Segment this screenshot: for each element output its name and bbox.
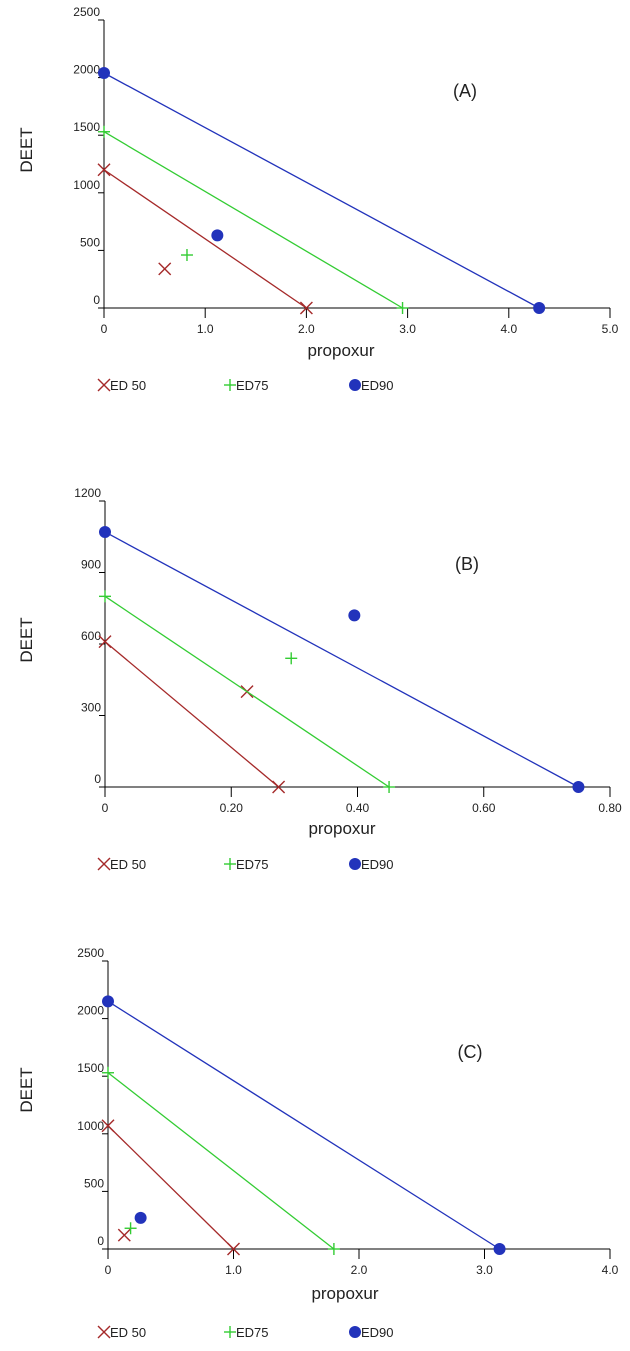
y-axis-label: DEET — [17, 617, 36, 662]
legend-label: ED 50 — [110, 857, 146, 872]
isobole-line — [104, 595, 390, 788]
x-tick-label: 0.60 — [472, 801, 496, 815]
data-point — [211, 229, 224, 242]
data-point — [97, 163, 111, 177]
data-point — [272, 780, 286, 794]
data-point — [117, 1228, 131, 1242]
data-point — [383, 781, 396, 793]
y-tick-label: 2500 — [73, 5, 100, 19]
y-tick-label: 1200 — [74, 486, 101, 500]
y-tick-label: 1000 — [77, 1119, 104, 1133]
x-tick-label: 1.0 — [197, 322, 214, 336]
legend-label: ED90 — [361, 378, 394, 393]
legend-marker — [349, 1326, 361, 1338]
isobole-line — [107, 1000, 500, 1250]
data-point — [134, 1211, 147, 1224]
isobole-line — [103, 131, 403, 309]
x-tick-label: 1.0 — [225, 1263, 242, 1277]
data-point — [101, 1119, 115, 1133]
chart-panel-c: 0 1.0 2.0 3.0 4.0 0 500 1000 1500 2000 2500 propoxu… — [17, 946, 619, 1340]
chart-panel-a: 0 1.0 2.0 3.0 4.0 5.0 0 500 1000 1500 2000 2500 prop… — [17, 5, 619, 393]
y-tick-label: 2000 — [73, 63, 100, 77]
y-axis-label: DEET — [17, 127, 36, 172]
data-point — [348, 609, 361, 622]
legend-marker — [97, 1325, 111, 1339]
y-tick-label: 600 — [81, 629, 101, 643]
data-point — [396, 302, 409, 314]
data-point — [102, 995, 114, 1008]
y-axis-label: DEET — [17, 1067, 36, 1112]
x-tick-label: 4.0 — [602, 1263, 619, 1277]
panel-label: (B) — [455, 554, 479, 574]
x-tick-label: 3.0 — [399, 322, 416, 336]
isobole-line — [107, 1125, 234, 1250]
legend-marker — [349, 379, 361, 391]
x-tick-label: 4.0 — [500, 322, 517, 336]
y-tick-label: 900 — [81, 558, 101, 572]
legend-marker — [349, 858, 361, 870]
data-point — [327, 1243, 340, 1255]
legend-marker — [224, 858, 236, 870]
legend-label: ED75 — [236, 1325, 269, 1340]
y-tick-label: 1500 — [73, 120, 100, 134]
panel-label: (A) — [453, 81, 477, 101]
data-point — [99, 590, 111, 603]
data-point — [572, 781, 585, 793]
x-axis-label: propoxur — [308, 819, 375, 838]
x-tick-label: 0.20 — [220, 801, 244, 815]
y-tick-label: 0 — [97, 1234, 104, 1248]
x-axis-label: propoxur — [307, 341, 374, 360]
data-point — [98, 125, 110, 138]
data-point — [102, 1066, 114, 1079]
data-point — [299, 301, 313, 315]
legend-marker — [97, 857, 111, 871]
y-tick-label: 1500 — [77, 1061, 104, 1075]
y-tick-label: 0 — [94, 772, 101, 786]
data-point — [98, 66, 110, 79]
isobole-line — [104, 531, 579, 788]
panel-label: (C) — [458, 1042, 483, 1062]
y-tick-label: 500 — [80, 235, 100, 249]
y-tick-label: 300 — [81, 701, 101, 715]
data-point — [98, 635, 112, 649]
data-point — [180, 249, 193, 262]
legend-label: ED90 — [361, 1325, 394, 1340]
data-point — [533, 302, 546, 314]
legend-label: ED75 — [236, 857, 269, 872]
chart-panel-b: 0 0.20 0.40 0.60 0.80 0 300 600 900 1200 propoxur D… — [17, 486, 622, 872]
legend-label: ED75 — [236, 378, 269, 393]
y-tick-label: 2000 — [77, 1004, 104, 1018]
isobole-line — [103, 72, 540, 309]
data-point — [285, 652, 298, 665]
x-tick-label: 2.0 — [298, 322, 315, 336]
x-tick-label: 0 — [102, 801, 109, 815]
data-point — [99, 525, 111, 538]
x-tick-label: 2.0 — [351, 1263, 368, 1277]
isobole-line — [103, 169, 307, 309]
legend-marker — [97, 378, 111, 392]
isobole-line — [104, 641, 280, 788]
x-axis-label: propoxur — [311, 1284, 378, 1303]
x-tick-label: 0.40 — [346, 801, 370, 815]
legend-label: ED90 — [361, 857, 394, 872]
legend-label: ED 50 — [110, 1325, 146, 1340]
isobole-line — [107, 1072, 335, 1250]
data-point — [227, 1242, 240, 1256]
y-tick-label: 2500 — [77, 946, 104, 960]
data-point — [124, 1222, 137, 1235]
legend-marker — [224, 1326, 236, 1338]
x-tick-label: 0 — [101, 322, 108, 336]
data-point — [493, 1243, 506, 1255]
data-point — [158, 262, 172, 276]
x-tick-label: 0.80 — [598, 801, 622, 815]
legend-marker — [224, 379, 236, 391]
legend-label: ED 50 — [110, 378, 146, 393]
y-tick-label: 0 — [93, 293, 100, 307]
y-tick-label: 1000 — [73, 178, 100, 192]
y-tick-label: 500 — [84, 1176, 104, 1190]
x-tick-label: 0 — [105, 1263, 112, 1277]
x-tick-label: 5.0 — [602, 322, 619, 336]
x-tick-label: 3.0 — [476, 1263, 493, 1277]
